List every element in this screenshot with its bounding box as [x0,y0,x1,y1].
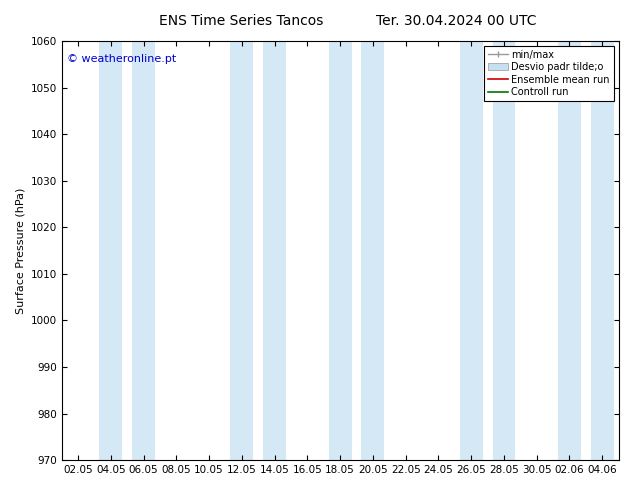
Bar [100,41,122,460]
Bar [263,41,286,460]
Bar [493,41,515,460]
Text: ENS Time Series Tancos: ENS Time Series Tancos [158,14,323,28]
Legend: min/max, Desvio padr tilde;o, Ensemble mean run, Controll run: min/max, Desvio padr tilde;o, Ensemble m… [484,46,614,101]
Bar [591,41,614,460]
Bar [132,41,155,460]
Bar [558,41,581,460]
Text: © weatheronline.pt: © weatheronline.pt [67,53,176,64]
Y-axis label: Surface Pressure (hPa): Surface Pressure (hPa) [15,187,25,314]
Bar [361,41,384,460]
Bar [460,41,482,460]
Text: Ter. 30.04.2024 00 UTC: Ter. 30.04.2024 00 UTC [376,14,537,28]
Bar [328,41,352,460]
Bar [230,41,254,460]
